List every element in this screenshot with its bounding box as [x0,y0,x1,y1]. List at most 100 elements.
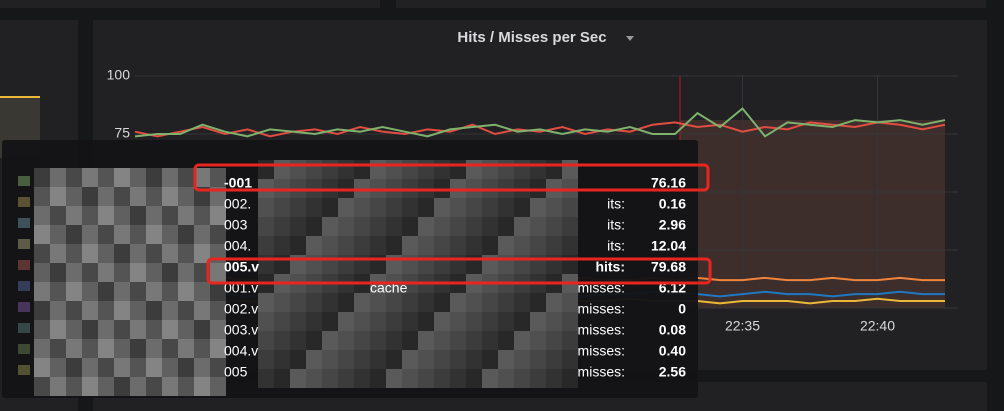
blur [434,331,450,350]
blur [322,217,338,236]
blur [146,320,162,339]
blur [66,377,82,396]
series-label: 005.v [224,259,259,275]
blur [34,377,50,396]
blur [130,187,146,206]
blur [546,350,562,369]
panel-title[interactable]: Hits / Misses per Sec [457,29,606,46]
blur [82,168,98,187]
blur [290,236,306,255]
tooltip: -001 76.16 002. its: 0.16 003 its: 2.96 004. its:… [2,140,712,398]
blur [66,301,82,320]
blur [98,187,114,206]
blur [114,301,130,320]
blur [178,263,194,282]
swatch [18,176,30,186]
blur [434,217,450,236]
blur [546,198,562,217]
blur [514,369,530,388]
series-suffix: its: [607,217,625,233]
blur [466,312,482,331]
swatch [18,281,30,291]
blur [274,331,290,350]
blur [322,198,338,217]
blur [34,225,50,244]
blur [290,293,306,312]
blur [82,263,98,282]
blur [386,217,402,236]
blur [482,350,498,369]
blur [130,320,146,339]
blur [306,350,322,369]
blur [82,301,98,320]
blur [402,331,418,350]
blur [274,312,290,331]
blur [322,331,338,350]
blur [498,293,514,312]
blur [274,217,290,236]
blur [498,198,514,217]
blur [210,301,226,320]
blur [34,320,50,339]
blur [418,350,434,369]
blur [50,301,66,320]
blur [130,301,146,320]
blur [434,293,450,312]
blur [162,206,178,225]
swatch [18,239,30,249]
blur [562,236,578,255]
blur [114,225,130,244]
blur [306,236,322,255]
blur [482,369,498,388]
blur [66,358,82,377]
blur [530,236,546,255]
blur [146,339,162,358]
blur [530,217,546,236]
blur [82,244,98,263]
blur [178,358,194,377]
blur [434,160,450,179]
series-suffix: hits: [595,259,625,275]
blur [338,236,354,255]
blur [386,236,402,255]
blur [98,263,114,282]
blur [178,377,194,396]
blur [98,301,114,320]
series-suffix: its: [607,196,625,212]
blur [466,160,482,179]
blur [306,217,322,236]
blur [210,206,226,225]
blur [322,369,338,388]
blur [50,244,66,263]
blur [418,198,434,217]
blur [530,369,546,388]
swatch [18,344,30,354]
blur [354,236,370,255]
series-label: 005 [224,364,248,380]
blur [466,331,482,350]
blur [34,301,50,320]
blur [450,312,466,331]
blur [482,331,498,350]
blur [66,168,82,187]
series-suffix: misses: [578,343,625,359]
blur [146,244,162,263]
blur [162,282,178,301]
blur [210,377,226,396]
blur [466,293,482,312]
swatch [18,197,30,207]
blur [114,377,130,396]
blur [178,168,194,187]
blur [274,160,290,179]
dropdown-icon[interactable] [626,36,634,41]
blur [402,312,418,331]
blur [194,301,210,320]
series-suffix: misses: [578,301,625,317]
blur [130,206,146,225]
blur [498,331,514,350]
series-value: 76.16 [651,175,686,191]
blur [306,198,322,217]
blur [466,350,482,369]
blur [98,358,114,377]
blur [34,339,50,358]
